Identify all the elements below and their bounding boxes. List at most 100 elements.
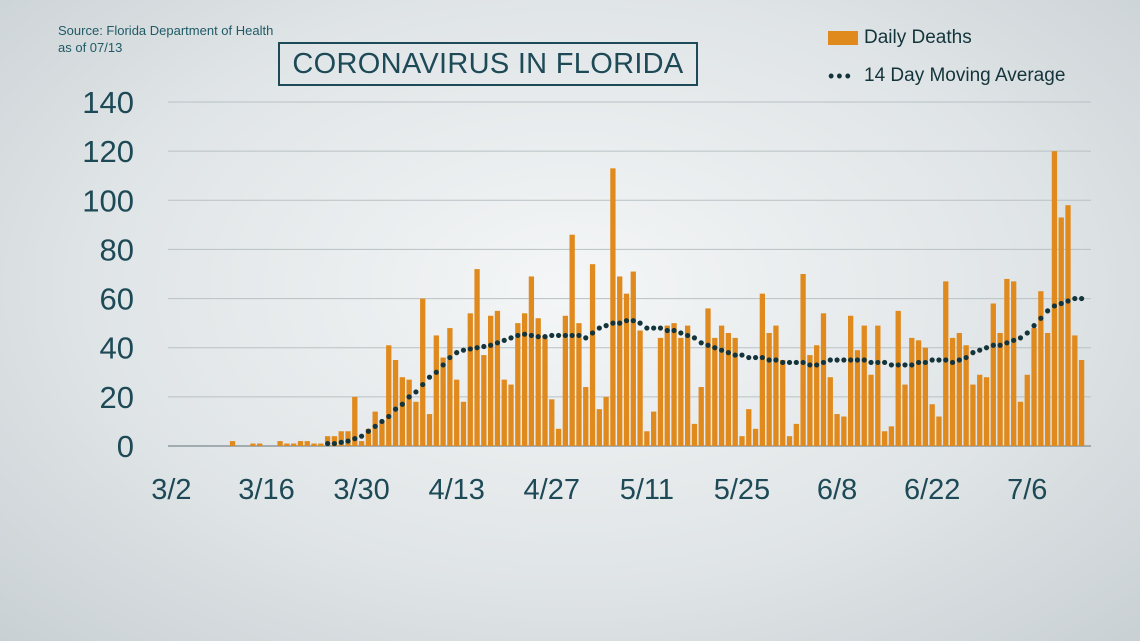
daily-deaths-bar bbox=[684, 325, 691, 446]
daily-deaths-bar bbox=[929, 404, 935, 446]
moving-average-point bbox=[644, 325, 650, 331]
moving-average-point bbox=[807, 362, 813, 368]
daily-deaths-bar bbox=[943, 281, 949, 446]
daily-deaths-bar bbox=[977, 374, 983, 446]
chart-title-box: CORONAVIRUS IN FLORIDA bbox=[278, 42, 698, 86]
moving-average-point bbox=[651, 325, 657, 331]
moving-average-point bbox=[413, 389, 419, 395]
moving-average-point bbox=[562, 332, 568, 339]
moving-average-point bbox=[447, 354, 453, 361]
daily-deaths-bar bbox=[1024, 374, 1030, 446]
moving-average-point bbox=[535, 334, 541, 340]
daily-deaths-bar bbox=[922, 347, 929, 446]
moving-average-point bbox=[1038, 315, 1044, 321]
moving-average-point bbox=[440, 362, 446, 368]
daily-deaths-bar bbox=[746, 409, 752, 446]
daily-deaths-bar bbox=[664, 325, 670, 446]
daily-deaths-bar bbox=[229, 441, 236, 446]
moving-average-point bbox=[1011, 337, 1017, 343]
daily-deaths-bar bbox=[1011, 281, 1017, 446]
daily-deaths-bar bbox=[1031, 328, 1037, 446]
moving-average-point bbox=[542, 334, 548, 340]
moving-average-point bbox=[1045, 308, 1051, 314]
moving-average-point bbox=[739, 352, 745, 358]
legend-dots-icon: ••• bbox=[828, 66, 853, 86]
x-tick-label: 3/16 bbox=[238, 474, 294, 506]
y-tick-label: 40 bbox=[100, 331, 134, 366]
moving-average-point bbox=[399, 401, 405, 407]
legend-label-daily-deaths: Daily Deaths bbox=[864, 27, 972, 48]
moving-average-point bbox=[1031, 323, 1037, 329]
daily-deaths-bar bbox=[460, 401, 467, 446]
moving-average-point bbox=[1051, 303, 1058, 309]
moving-average-point bbox=[773, 357, 779, 363]
moving-average-point bbox=[841, 357, 847, 363]
moving-average-point bbox=[685, 332, 691, 339]
x-tick-label: 6/22 bbox=[904, 474, 960, 506]
moving-average-point bbox=[698, 340, 704, 346]
daily-deaths-bar bbox=[1072, 335, 1078, 446]
legend-bar-swatch bbox=[828, 31, 858, 45]
daily-deaths-bar bbox=[718, 325, 725, 446]
daily-deaths-bar bbox=[467, 313, 473, 446]
daily-deaths-bar bbox=[250, 443, 256, 446]
moving-average-point bbox=[420, 381, 426, 388]
moving-average-point bbox=[759, 354, 765, 361]
daily-deaths-bar bbox=[637, 330, 643, 446]
daily-deaths-bar bbox=[630, 271, 636, 446]
moving-average-point bbox=[732, 352, 738, 358]
bars bbox=[229, 151, 1085, 447]
moving-average-dots bbox=[325, 295, 1085, 447]
daily-deaths-bar bbox=[481, 355, 487, 446]
daily-deaths-bar bbox=[936, 416, 942, 446]
daily-deaths-bar bbox=[623, 293, 630, 446]
moving-average-point bbox=[929, 357, 935, 363]
daily-deaths-bar bbox=[365, 428, 372, 446]
daily-deaths-bar bbox=[786, 436, 793, 446]
source-line-1: Source: Florida Department of Health bbox=[58, 23, 274, 38]
moving-average-point bbox=[386, 413, 392, 420]
chart-title: CORONAVIRUS IN FLORIDA bbox=[292, 47, 684, 80]
daily-deaths-bar bbox=[304, 441, 310, 446]
moving-average-point bbox=[352, 436, 358, 442]
moving-average-point bbox=[1024, 330, 1030, 336]
moving-average-point bbox=[909, 362, 915, 368]
moving-average-point bbox=[569, 332, 575, 339]
daily-deaths-bar bbox=[997, 332, 1003, 446]
moving-average-point bbox=[983, 345, 990, 351]
moving-average-point bbox=[956, 357, 962, 363]
moving-average-point bbox=[494, 340, 501, 346]
daily-deaths-bar bbox=[698, 387, 704, 446]
moving-average-point bbox=[786, 359, 793, 366]
moving-average-point bbox=[814, 362, 820, 368]
moving-average-point bbox=[834, 357, 840, 363]
daily-deaths-bar bbox=[338, 431, 344, 446]
moving-average-point bbox=[589, 330, 596, 336]
daily-deaths-bar bbox=[725, 332, 732, 446]
moving-average-point bbox=[977, 347, 983, 353]
daily-deaths-bar bbox=[841, 416, 847, 446]
moving-average-point bbox=[358, 433, 365, 439]
daily-deaths-bar bbox=[739, 436, 745, 446]
moving-average-point bbox=[712, 345, 718, 351]
daily-deaths-bar bbox=[487, 315, 494, 446]
x-tick-label: 3/2 bbox=[151, 474, 191, 506]
daily-deaths-bar bbox=[521, 313, 528, 446]
daily-deaths-bar bbox=[1044, 332, 1051, 446]
daily-deaths-bar bbox=[766, 332, 772, 446]
moving-average-point bbox=[555, 332, 562, 339]
daily-deaths-bar bbox=[678, 337, 684, 446]
daily-deaths-bar bbox=[352, 396, 358, 446]
y-tick-label: 140 bbox=[82, 85, 134, 120]
moving-average-point bbox=[610, 320, 616, 326]
source-note: Source: Florida Department of Health as … bbox=[58, 22, 273, 56]
y-axis-labels: 0 20 40 60 80 100 120 140 bbox=[82, 85, 134, 464]
moving-average-point bbox=[365, 428, 371, 434]
x-tick-label: 4/13 bbox=[428, 474, 484, 506]
moving-average-point bbox=[868, 359, 874, 366]
moving-average-point bbox=[848, 357, 854, 363]
moving-average-point bbox=[990, 342, 996, 348]
daily-deaths-bar bbox=[963, 345, 969, 446]
daily-deaths-bar bbox=[657, 337, 664, 446]
